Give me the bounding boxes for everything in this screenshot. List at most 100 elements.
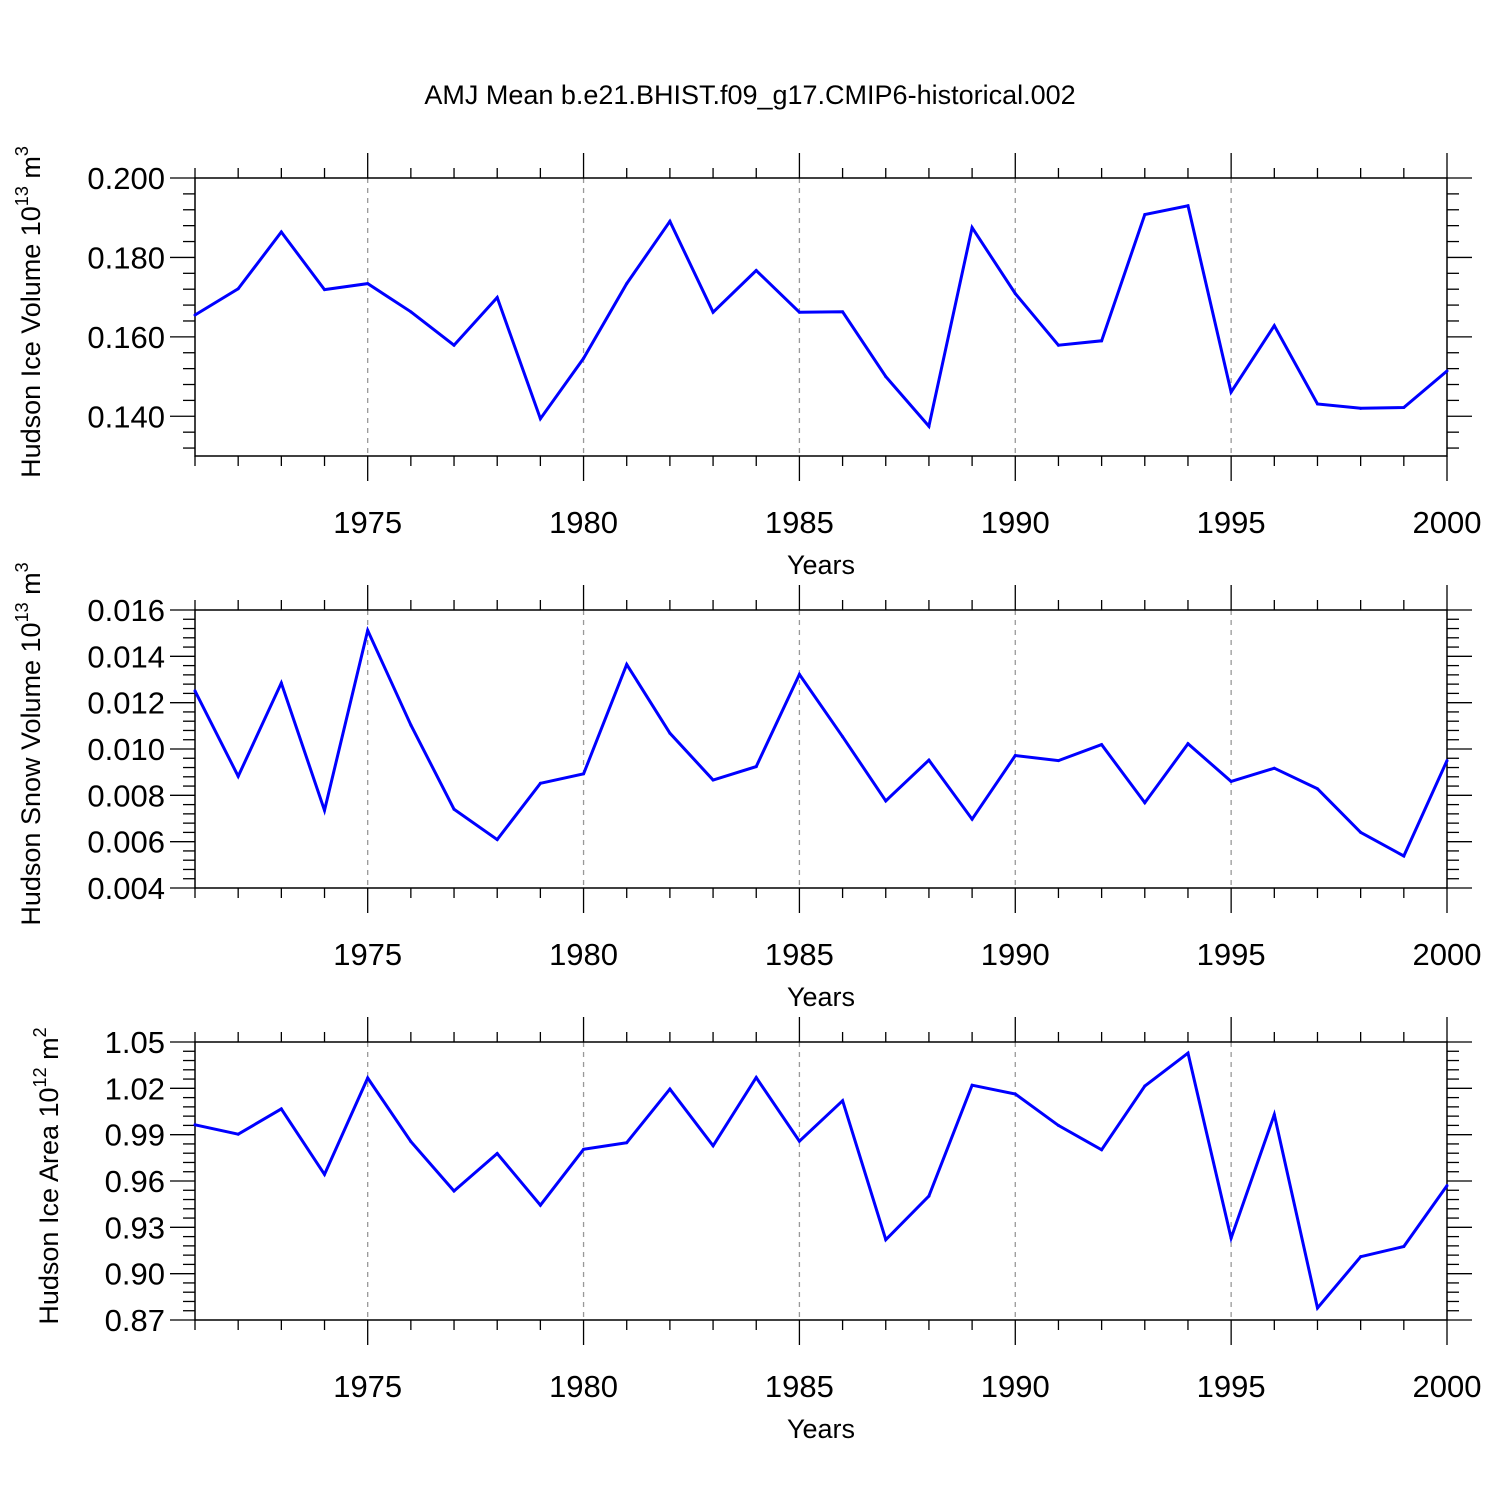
data-point <box>366 1076 370 1080</box>
data-point <box>927 1194 931 1198</box>
y-tick-label: 0.004 <box>87 871 165 906</box>
data-point <box>841 1099 845 1103</box>
data-point <box>409 310 413 314</box>
data-point <box>1359 406 1363 410</box>
x-axis-label: Years <box>787 982 855 1012</box>
data-point <box>1013 292 1017 296</box>
data-point <box>538 781 542 785</box>
data-point <box>193 313 197 317</box>
y-axis-label-exponent: 13 <box>12 186 32 206</box>
data-point <box>366 282 370 286</box>
y-tick-label: 0.99 <box>105 1118 165 1153</box>
data-point <box>323 808 327 812</box>
x-tick-label: 2000 <box>1413 1369 1482 1404</box>
series-line-ice-volume <box>194 204 1448 430</box>
data-point <box>754 269 758 273</box>
y-tick-label: 1.02 <box>105 1071 165 1106</box>
data-point <box>236 1132 240 1136</box>
y-tick-label: 0.87 <box>105 1303 165 1338</box>
data-point <box>668 731 672 735</box>
data-point <box>1186 1051 1190 1055</box>
x-tick-label: 1985 <box>765 1369 834 1404</box>
x-tick-label: 1985 <box>765 937 834 972</box>
data-point <box>1229 390 1233 394</box>
data-point <box>538 1203 542 1207</box>
x-tick-label: 2000 <box>1413 505 1482 540</box>
y-axis-label-unit: m <box>16 572 46 602</box>
y-axis-label-exponent: 13 <box>12 602 32 622</box>
data-point <box>193 1123 197 1127</box>
x-tick-label: 1985 <box>765 505 834 540</box>
x-tick-label: 1975 <box>333 937 402 972</box>
data-point <box>452 343 456 347</box>
y-tick-label: 0.010 <box>87 732 165 767</box>
data-point <box>1143 801 1147 805</box>
data-point <box>668 1087 672 1091</box>
y-tick-label: 0.160 <box>87 320 165 355</box>
y-tick-label: 1.05 <box>105 1025 165 1060</box>
data-point <box>366 628 370 632</box>
x-tick-label: 1980 <box>549 505 618 540</box>
data-point <box>970 226 974 230</box>
data-point <box>538 417 542 421</box>
data-point <box>1229 1236 1233 1240</box>
y-tick-label: 0.016 <box>87 593 165 628</box>
data-point <box>970 1083 974 1087</box>
x-tick-label: 1995 <box>1197 1369 1266 1404</box>
panel-ice-area: 0.87 0.90 0.93 0.96 0.99 1.02 1.05 1975 1980 1985… <box>30 1017 1481 1444</box>
data-point <box>1445 759 1449 763</box>
x-tick-label: 1995 <box>1197 505 1266 540</box>
x-axis-label: Years <box>787 1414 855 1444</box>
data-point <box>1445 369 1449 373</box>
data-point <box>668 219 672 223</box>
x-tick-label: 1995 <box>1197 937 1266 972</box>
data-point <box>279 681 283 685</box>
y-axis-label-unit-exponent: 3 <box>12 562 32 572</box>
y-axis-label-unit-exponent: 2 <box>30 1027 50 1037</box>
y-axis-label: Hudson Ice Area 1012 m2 <box>30 1027 64 1324</box>
data-point <box>1359 830 1363 834</box>
data-point <box>1315 787 1319 791</box>
y-axis-label-main: Hudson Ice Volume 10 <box>16 206 46 478</box>
data-point <box>754 1076 758 1080</box>
y-tick-label: 0.012 <box>87 686 165 721</box>
y-axis-label: Hudson Snow Volume 1013 m3 <box>12 562 46 925</box>
data-point <box>1056 759 1060 763</box>
data-point <box>884 799 888 803</box>
data-point <box>1402 1244 1406 1248</box>
data-point <box>711 310 715 314</box>
data-point <box>1229 779 1233 783</box>
data-point <box>1186 742 1190 746</box>
data-point <box>1445 1184 1449 1188</box>
data-point <box>495 296 499 300</box>
data-point <box>1100 339 1104 343</box>
data-point <box>279 230 283 234</box>
data-point <box>927 758 931 762</box>
data-point <box>236 774 240 778</box>
y-tick-label: 0.006 <box>87 825 165 860</box>
y-tick-label: 0.93 <box>105 1210 165 1245</box>
data-point <box>323 1172 327 1176</box>
y-tick-label: 0.90 <box>105 1257 165 1292</box>
x-axis-label: Years <box>787 550 855 580</box>
data-point <box>1315 1306 1319 1310</box>
data-point <box>797 310 801 314</box>
data-point <box>711 1144 715 1148</box>
plot-frame <box>194 177 1448 457</box>
data-point <box>1272 766 1276 770</box>
data-point <box>452 1189 456 1193</box>
data-point <box>927 424 931 428</box>
y-tick-label: 0.008 <box>87 778 165 813</box>
y-axis-label: Hudson Ice Volume 1013 m3 <box>12 146 46 478</box>
y-tick-label: 0.140 <box>87 399 165 434</box>
y-tick-label: 0.200 <box>87 161 165 196</box>
data-point <box>452 807 456 811</box>
data-point <box>711 778 715 782</box>
data-point <box>797 672 801 676</box>
data-point <box>1143 1084 1147 1088</box>
y-tick-label: 0.014 <box>87 639 165 674</box>
x-tick-label: 1975 <box>333 505 402 540</box>
data-point <box>1013 1092 1017 1096</box>
